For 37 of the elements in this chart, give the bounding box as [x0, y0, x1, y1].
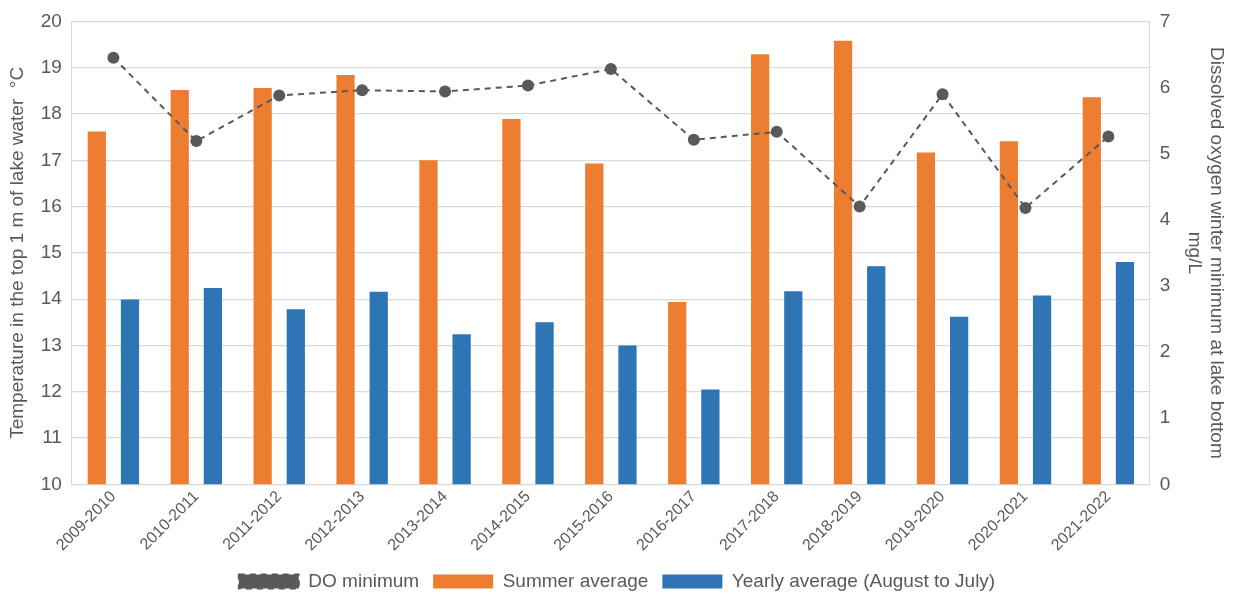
y-tick-label: 17	[40, 148, 62, 170]
y-tick-label: 10	[40, 472, 62, 494]
y2-tick-label: 5	[1159, 141, 1171, 163]
point	[687, 133, 700, 146]
point	[853, 200, 866, 213]
point	[107, 51, 120, 64]
y-tick-label: 11	[42, 426, 62, 448]
y2-tick-label: 7	[1159, 9, 1171, 31]
y2-tick-label: 0	[1159, 472, 1171, 494]
legend-label: DO minimum	[308, 569, 420, 591]
point	[356, 84, 369, 97]
point	[770, 125, 783, 138]
point	[936, 88, 949, 101]
y-tick-label: 15	[40, 241, 62, 263]
point	[273, 89, 286, 102]
y2-tick-label: 6	[1159, 75, 1171, 97]
y-tick-label: 16	[40, 194, 62, 216]
y-tick-label: 19	[40, 55, 62, 77]
y2-tick-label: 1	[1159, 406, 1171, 428]
y-tick-label: 12	[40, 379, 62, 401]
y-tick-label: 18	[40, 102, 62, 124]
point	[439, 85, 452, 98]
y-axis-title: Temperature in the top 1 m of lake water °C	[5, 66, 27, 439]
legend-label: Yearly average (August to July)	[731, 569, 996, 591]
point	[604, 63, 617, 76]
y2-axis-title: Dissolved oxygen winter minimum at lake bottom mg/L	[1184, 46, 1229, 459]
y-tick-label: 20	[40, 9, 62, 31]
y-tick-label: 14	[40, 287, 63, 309]
y-tick-label: 13	[40, 333, 62, 355]
legend-label: Summer average	[502, 569, 649, 591]
point	[521, 79, 534, 92]
point	[1102, 130, 1115, 143]
y2-tick-label: 3	[1159, 274, 1171, 296]
y2-tick-label: 4	[1159, 208, 1171, 230]
point	[1019, 201, 1032, 214]
point	[190, 135, 203, 148]
y2-tick-label: 2	[1159, 340, 1171, 362]
